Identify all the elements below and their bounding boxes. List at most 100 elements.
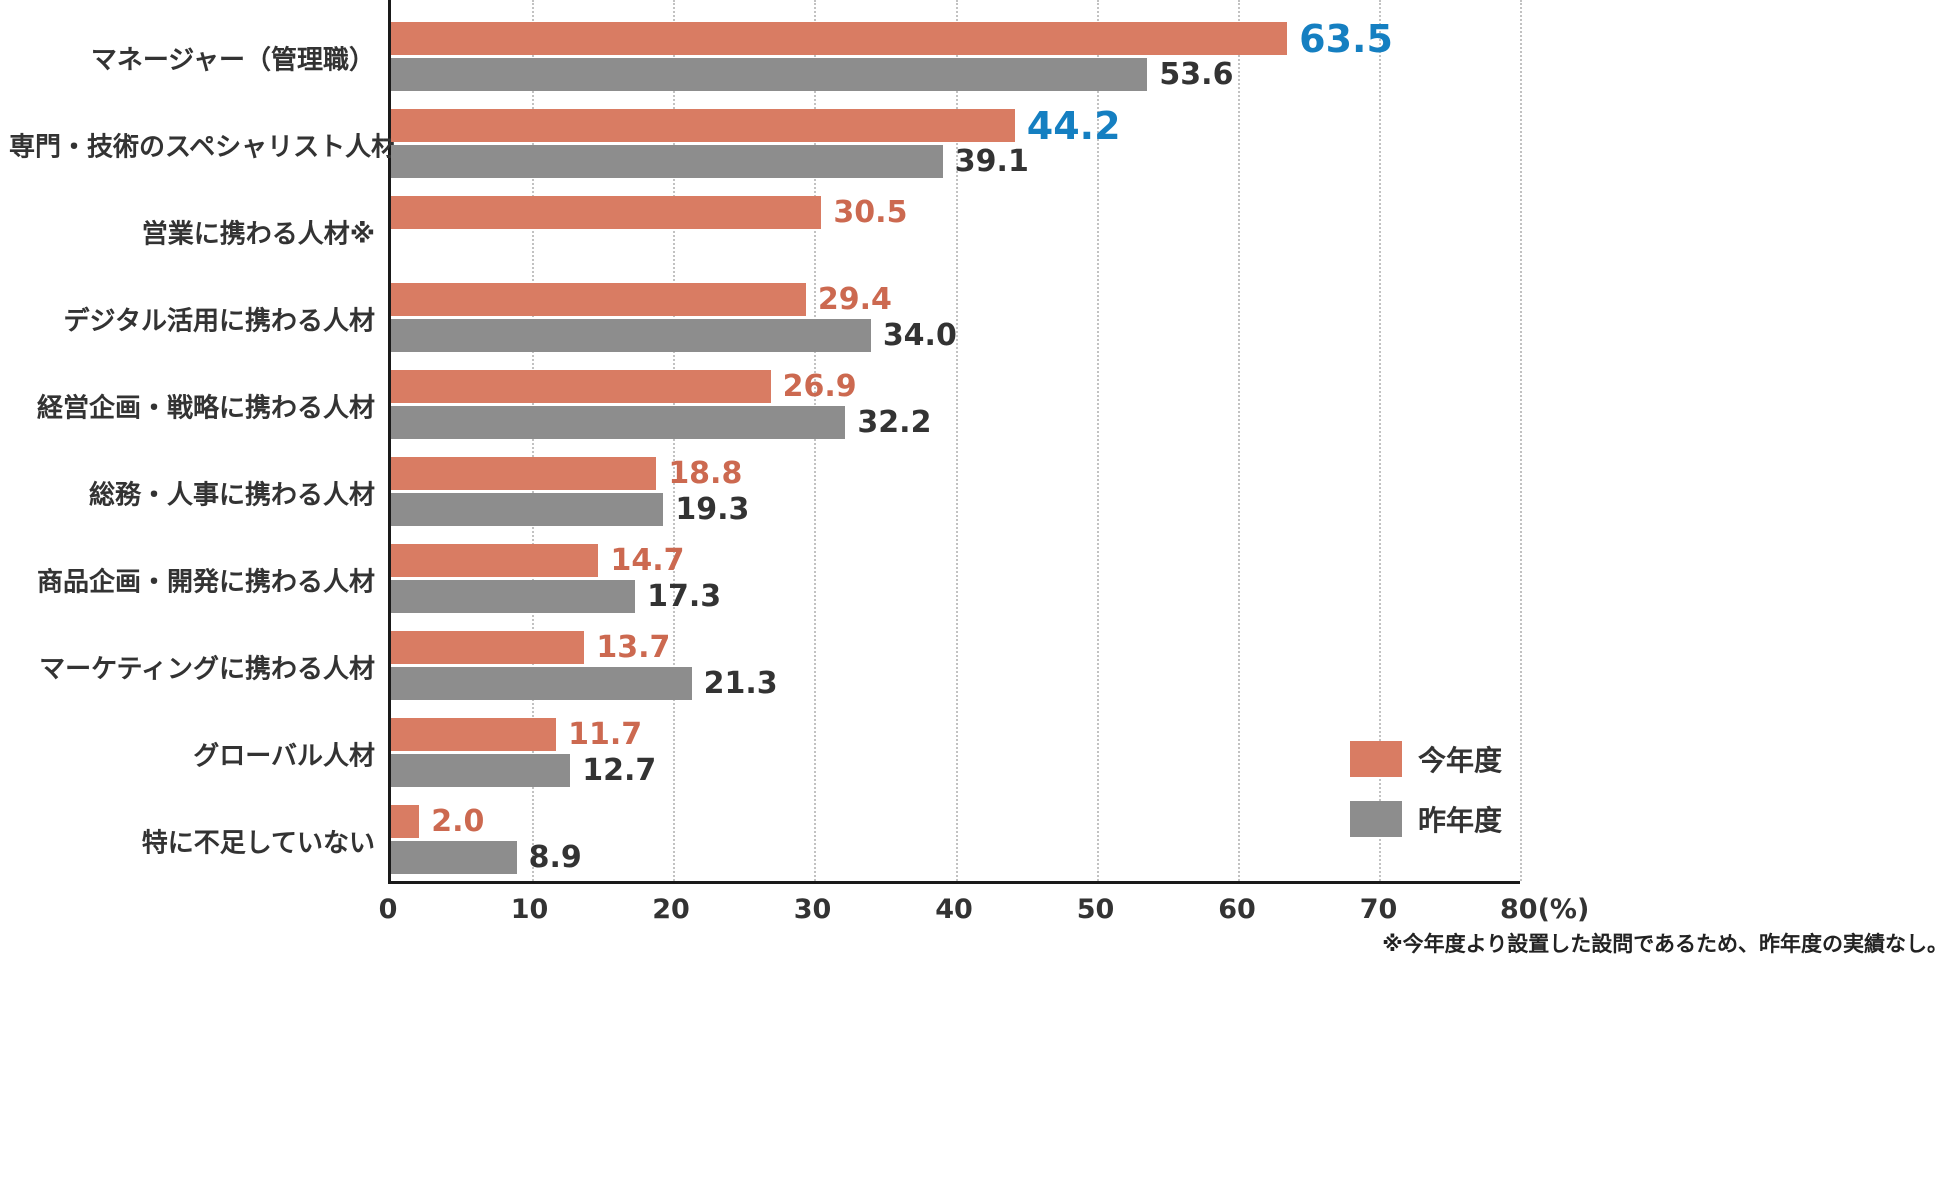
value-label-last-year: 12.7 bbox=[582, 752, 657, 788]
gridline bbox=[814, 0, 817, 881]
bar-last-year bbox=[391, 145, 943, 178]
bar-groups: マネージャー（管理職） 63.5 53.6 専門・技術のスペシャリスト人材 44.2 39… bbox=[9, 0, 1520, 884]
x-axis: 0 10 20 30 40 50 60 70 80(%) bbox=[379, 894, 1590, 936]
bar-row-this: 2.0 bbox=[391, 805, 1520, 838]
bar-row-last: 34.0 bbox=[391, 319, 1520, 352]
value-label-last-year: 8.9 bbox=[528, 839, 582, 875]
bar-row-last: 39.1 bbox=[391, 145, 1520, 178]
legend-item: 今年度 bbox=[1349, 739, 1502, 779]
bar-row-last: 8.9 bbox=[391, 841, 1520, 874]
bar-row-last: 21.3 bbox=[391, 667, 1520, 700]
legend-label: 昨年度 bbox=[1417, 804, 1502, 837]
legend-swatch bbox=[1349, 741, 1402, 777]
bar-row-this: 63.5 bbox=[391, 16, 1520, 61]
gridline bbox=[1520, 0, 1522, 881]
value-label-last-year: 53.6 bbox=[1159, 56, 1234, 92]
bar-group: デジタル活用に携わる人材 29.4 34.0 bbox=[64, 275, 1520, 362]
bar-row-last: 53.6 bbox=[391, 58, 1520, 91]
x-tick-label: 60 bbox=[1218, 894, 1256, 925]
value-label-this-year: 29.4 bbox=[817, 281, 892, 317]
value-label-this-year: 63.5 bbox=[1299, 16, 1393, 61]
value-label-this-year: 14.7 bbox=[610, 542, 685, 578]
value-label-last-year: 32.2 bbox=[857, 404, 932, 440]
gridline bbox=[955, 0, 958, 881]
bar-group: マーケティングに携わる人材 13.7 21.3 bbox=[39, 623, 1520, 710]
value-label-last-year: 39.1 bbox=[954, 143, 1029, 179]
bar-row-last: 12.7 bbox=[391, 754, 1520, 787]
bar-row-last: 19.3 bbox=[391, 493, 1520, 526]
x-tick-label: 80(%) bbox=[1500, 894, 1590, 925]
bar-group: グローバル人材 11.7 12.7 bbox=[193, 710, 1520, 797]
category-label: グローバル人材 bbox=[193, 741, 375, 771]
gridline bbox=[1378, 0, 1381, 881]
x-tick-label: 20 bbox=[652, 894, 690, 925]
bar-this-year bbox=[391, 283, 806, 316]
footnote: ※今年度より設置した設問であるため、昨年度の実績なし。 bbox=[1382, 932, 1948, 956]
category-label: マーケティングに携わる人材 bbox=[39, 654, 375, 684]
bar-this-year bbox=[391, 370, 771, 403]
value-label-last-year: 34.0 bbox=[882, 317, 957, 353]
value-label-this-year: 2.0 bbox=[431, 803, 485, 839]
bar-last-year bbox=[391, 406, 846, 439]
bar-row-this: 18.8 bbox=[391, 457, 1520, 490]
x-tick-label: 30 bbox=[793, 894, 832, 925]
bar-row-last: 32.2 bbox=[391, 406, 1520, 439]
bar-last-year bbox=[391, 580, 636, 613]
bar-last-year bbox=[391, 667, 692, 700]
category-label: 専門・技術のスペシャリスト人材 bbox=[9, 132, 398, 162]
category-label: 特に不足していない bbox=[141, 828, 375, 858]
category-label: マネージャー（管理職） bbox=[90, 45, 375, 75]
bar-row-this: 44.2 bbox=[391, 103, 1520, 148]
x-tick-label: 0 bbox=[378, 894, 398, 925]
gridline bbox=[673, 0, 676, 881]
value-label-this-year: 13.7 bbox=[596, 629, 671, 665]
bar-group: 経営企画・戦略に携わる人材 26.9 32.2 bbox=[37, 362, 1520, 449]
bar-group: 営業に携わる人材※ 30.5 bbox=[142, 188, 1520, 275]
bar-row-this: 14.7 bbox=[391, 544, 1520, 577]
bar-row-this: 30.5 bbox=[391, 196, 1520, 229]
bar-this-year bbox=[391, 457, 657, 490]
value-label-last-year: 21.3 bbox=[703, 665, 778, 701]
bar-group: 商品企画・開発に携わる人材 14.7 17.3 bbox=[37, 536, 1520, 623]
legend-label: 今年度 bbox=[1417, 744, 1502, 777]
bar-row-this: 13.7 bbox=[391, 631, 1520, 664]
bar-this-year bbox=[391, 718, 557, 751]
bar-last-year bbox=[391, 841, 517, 874]
legend-item: 昨年度 bbox=[1349, 799, 1502, 839]
value-label-this-year: 11.7 bbox=[568, 716, 643, 752]
plot-area: マネージャー（管理職） 63.5 53.6 専門・技術のスペシャリスト人材 44.2 39… bbox=[9, 0, 1522, 884]
bar-this-year bbox=[391, 196, 822, 229]
x-tick-label: 10 bbox=[510, 894, 549, 925]
bar-this-year bbox=[391, 109, 1015, 142]
bar-group: マネージャー（管理職） 63.5 53.6 bbox=[91, 14, 1520, 101]
bar-this-year bbox=[391, 544, 599, 577]
value-label-this-year: 26.9 bbox=[782, 368, 857, 404]
legend: 今年度 昨年度 bbox=[1349, 739, 1502, 839]
category-label: 営業に携わる人材※ bbox=[141, 219, 375, 249]
value-label-this-year: 18.8 bbox=[668, 455, 743, 491]
category-label: 総務・人事に携わる人材 bbox=[88, 480, 375, 510]
x-tick-label: 50 bbox=[1076, 894, 1115, 925]
bar-row-last: 17.3 bbox=[391, 580, 1520, 613]
legend-swatch bbox=[1349, 801, 1402, 837]
gridline bbox=[1096, 0, 1099, 881]
category-label: 商品企画・開発に携わる人材 bbox=[36, 567, 375, 597]
gridline bbox=[1237, 0, 1240, 881]
category-label: 経営企画・戦略に携わる人材 bbox=[36, 393, 375, 423]
bar-row-this: 29.4 bbox=[391, 283, 1520, 316]
bar-this-year bbox=[391, 805, 420, 838]
bar-last-year bbox=[391, 58, 1148, 91]
category-label: デジタル活用に携わる人材 bbox=[63, 306, 375, 336]
value-label-last-year: 19.3 bbox=[675, 491, 750, 527]
x-tick-label: 70 bbox=[1359, 894, 1398, 925]
value-label-this-year: 30.5 bbox=[833, 194, 908, 230]
bar-row-this: 11.7 bbox=[391, 718, 1520, 751]
bar-this-year bbox=[391, 22, 1288, 55]
bar-this-year bbox=[391, 631, 585, 664]
bar-row-last bbox=[391, 232, 1520, 265]
bar-group: 特に不足していない 2.0 8.9 bbox=[142, 797, 1520, 884]
bar-last-year bbox=[391, 754, 571, 787]
value-label-this-year: 44.2 bbox=[1026, 103, 1121, 148]
gridline bbox=[532, 0, 535, 881]
